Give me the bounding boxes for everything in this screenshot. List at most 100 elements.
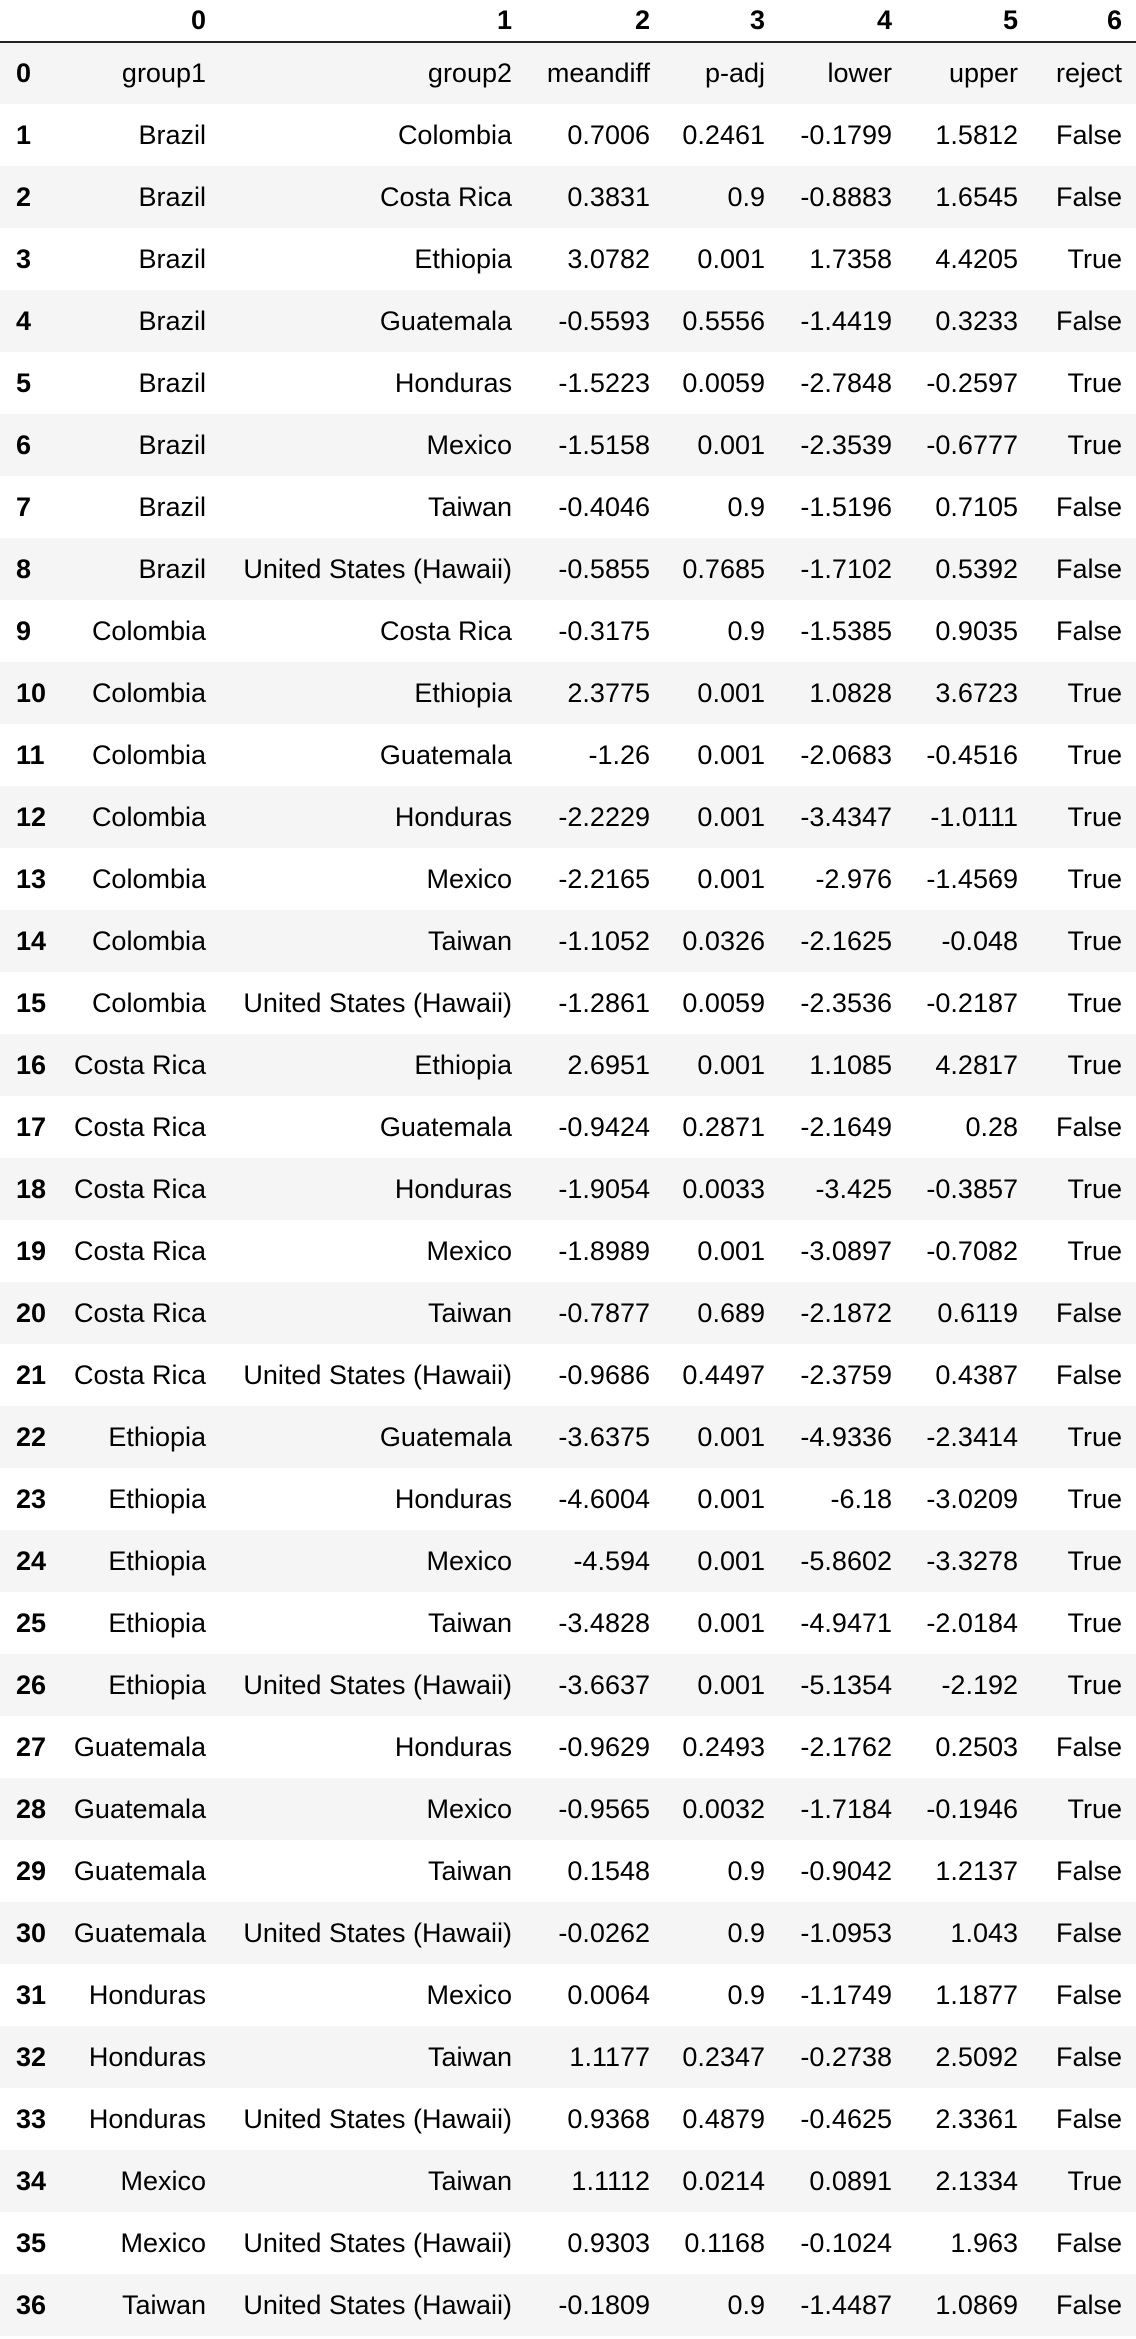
table-row: 34 Mexico Taiwan 1.1112 0.0214 0.0891 2.1334 Tr… [0,2150,1136,2212]
table-row: 21 Costa Rica United States (Hawaii) -0.968… [0,1344,1136,1406]
table-cell: Guatemala [73,1731,206,1762]
table-cell: 0.1548 [567,1855,650,1886]
table-cell: False [1055,1111,1122,1142]
table-cell: Ethiopia [108,1545,206,1576]
table-cell: -0.4046 [558,491,650,522]
table-cell: 4.4205 [935,243,1018,274]
table-cell: 0.9 [727,491,765,522]
table-cell: -2.2165 [558,863,650,894]
table-cell: -1.1749 [800,1979,892,2010]
table-cell: -2.1872 [800,1297,892,1328]
table-row: 23 Ethiopia Honduras -4.6004 0.001 -6.18 -3.02… [0,1468,1136,1530]
table-cell: False [1055,615,1122,646]
table-cell: True [1067,1607,1122,1638]
table-cell: -0.2597 [926,367,1018,398]
table-cell: 0.001 [697,243,765,274]
table-cell: 2.3361 [935,2103,1018,2134]
table-body: 0 group1 group2 meandiff p-adj lower upper reje… [0,42,1136,2336]
table-cell: Guatemala [379,305,512,336]
table-cell: -3.0209 [926,1483,1018,1514]
table-cell: True [1067,1545,1122,1576]
table-cell: 0.0214 [682,2165,765,2196]
table-cell: 1.2137 [935,1855,1018,1886]
table-cell: -0.1024 [800,2227,892,2258]
table-cell: Brazil [138,491,206,522]
table-cell: 0.1168 [684,2227,765,2258]
table-cell: Ethiopia [108,1483,206,1514]
table-cell: United States (Hawaii) [243,1669,512,1700]
table-cell: True [1067,1173,1122,1204]
table-row: 2 Brazil Costa Rica 0.3831 0.9 -0.8883 1.6545 F… [0,166,1136,228]
table-cell: Guatemala [73,1855,206,1886]
table-cell: False [1055,2227,1122,2258]
table-cell: True [1067,925,1122,956]
table-cell: lower [827,58,892,88]
table-cell: 0.9 [727,181,765,212]
table-cell: 1.1177 [569,2041,650,2072]
table-cell: 0.2347 [682,2041,765,2072]
table-cell: Brazil [138,429,206,460]
row-index: 7 [16,491,32,522]
table-cell: 0.0059 [682,987,765,1018]
table-cell: 0.9 [727,2289,765,2320]
table-cell: Costa Rica [379,615,512,646]
table-cell: Ethiopia [414,1049,512,1080]
row-index: 24 [16,1545,47,1576]
table-cell: False [1055,491,1122,522]
row-index: 4 [16,305,32,336]
table-row: 27 Guatemala Honduras -0.9629 0.2493 -2.1762 0… [0,1716,1136,1778]
column-header: 3 [664,0,779,43]
table-cell: Mexico [426,1979,512,2010]
table-cell: -2.0683 [800,739,892,770]
table-cell: -0.7082 [926,1235,1018,1266]
table-cell: 0.001 [697,863,765,894]
table-cell: -2.1649 [800,1111,892,1142]
table-cell: -0.6777 [926,429,1018,460]
table-cell: -1.5158 [558,429,650,460]
table-header: 0 1 2 3 4 5 6 [0,0,1136,43]
table-row: 36 Taiwan United States (Hawaii) -0.1809 0.9… [0,2274,1136,2336]
table-cell: 0.0033 [682,1173,765,1204]
row-index: 1 [16,119,32,150]
table-cell: Costa Rica [73,1235,206,1266]
table-cell: 0.001 [697,1421,765,1452]
table-cell: True [1067,739,1122,770]
table-cell: -0.5855 [558,553,650,584]
table-cell: reject [1055,58,1122,88]
table-cell: Colombia [91,925,206,956]
table-cell: True [1067,1793,1122,1824]
row-index: 21 [16,1359,47,1390]
table-cell: United States (Hawaii) [243,2103,512,2134]
table-cell: Guatemala [379,1111,512,1142]
table-cell: False [1055,2103,1122,2134]
table-cell: 0.7105 [935,491,1018,522]
table-cell: False [1055,2041,1122,2072]
row-index: 10 [16,677,47,708]
table-cell: Taiwan [427,925,512,956]
table-cell: Guatemala [379,1421,512,1452]
table-cell: -1.9054 [558,1173,650,1204]
table-cell: United States (Hawaii) [243,1917,512,1948]
table-cell: group2 [427,58,512,88]
column-header: 2 [526,0,664,43]
table-cell: 1.043 [950,1917,1018,1948]
table-cell: Colombia [91,987,206,1018]
table-cell: 0.001 [697,1235,765,1266]
table-row: 6 Brazil Mexico -1.5158 0.001 -2.3539 -0.6777 T… [0,414,1136,476]
table-cell: Colombia [91,739,206,770]
table-cell: 0.6119 [937,1297,1018,1328]
table-cell: -0.1809 [558,2289,650,2320]
row-index: 8 [16,553,32,584]
table-cell: -1.0953 [800,1917,892,1948]
table-cell: -1.4569 [926,863,1018,894]
table-cell: 3.6723 [935,677,1018,708]
table-cell: -3.6375 [558,1421,650,1452]
table-row: 11 Colombia Guatemala -1.26 0.001 -2.0683 -0.4… [0,724,1136,786]
table-cell: -4.9471 [800,1607,892,1638]
table-cell: True [1067,2165,1122,2196]
table-cell: Colombia [91,801,206,832]
column-header: 0 [48,0,220,43]
table-cell: -3.6637 [558,1669,650,1700]
table-cell: 0.001 [697,739,765,770]
